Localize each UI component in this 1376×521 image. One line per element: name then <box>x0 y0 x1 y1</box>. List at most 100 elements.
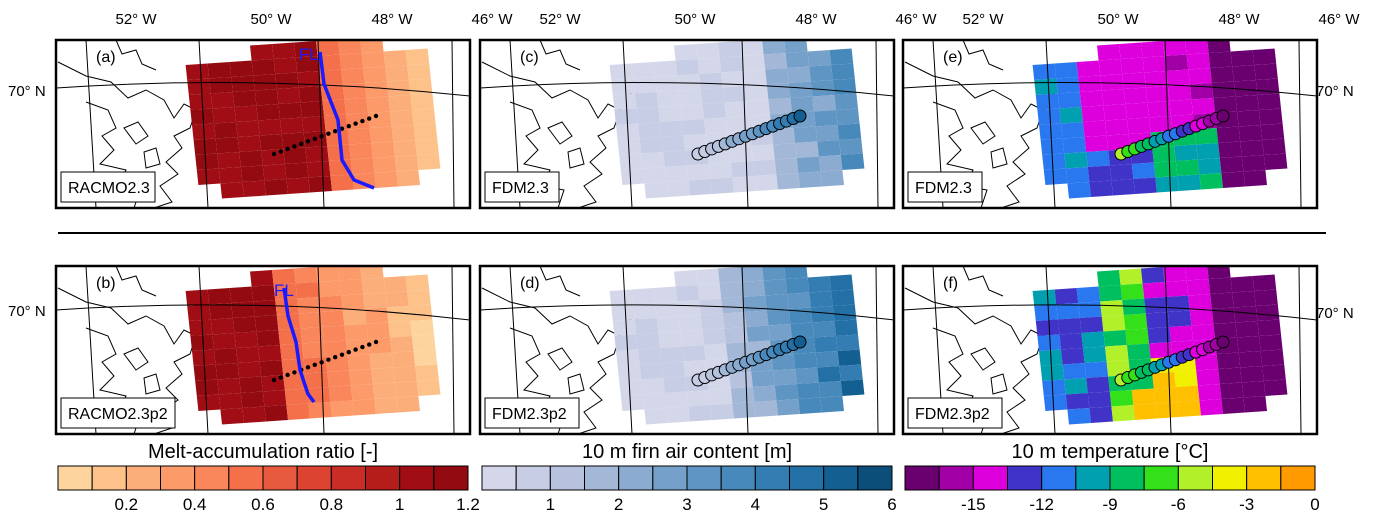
grid-cell <box>1054 62 1079 79</box>
grid-cell <box>688 405 712 422</box>
grid-cell <box>1155 402 1179 419</box>
meridian <box>451 266 455 434</box>
grid-cell <box>696 268 720 285</box>
grid-cell <box>338 40 362 55</box>
grid-cell <box>1263 379 1288 396</box>
grid-cell <box>765 294 789 311</box>
grid-cell <box>1086 376 1110 393</box>
grid-cell <box>188 93 213 110</box>
grid-cell <box>741 54 766 71</box>
grid-cell <box>1056 303 1080 320</box>
grid-cell <box>193 364 218 381</box>
grid-cell <box>407 289 431 306</box>
grid-cell <box>1208 277 1233 294</box>
grid-cell <box>1123 313 1148 330</box>
grid-cell <box>818 155 843 172</box>
grid-cell <box>360 40 384 53</box>
grid-cell <box>1243 396 1267 413</box>
grid-cell <box>661 361 686 378</box>
grid-cell <box>196 168 221 185</box>
model-label: FDM2.3p2 <box>492 406 567 423</box>
grid-cell <box>272 268 296 285</box>
grid-cell <box>658 331 682 348</box>
grid-cell <box>1185 40 1209 55</box>
grid-cell <box>298 312 323 329</box>
grid-cell <box>280 343 304 360</box>
transect-point <box>353 121 358 126</box>
grid-cell <box>1119 42 1143 59</box>
transect-point <box>353 347 358 352</box>
grid-cell <box>1153 387 1178 404</box>
grid-cell <box>642 393 667 410</box>
grid-cell <box>732 402 756 419</box>
colorbar-tick: -15 <box>961 495 986 514</box>
colorbar-swatch <box>789 465 825 491</box>
grid-cell <box>1211 307 1236 324</box>
grid-cell <box>188 319 213 336</box>
grid-cell <box>1210 66 1234 83</box>
grid-cell <box>1185 266 1209 281</box>
grid-cell <box>1147 327 1171 344</box>
grid-cell <box>617 138 642 155</box>
grid-cell <box>1100 300 1124 317</box>
grid-cell <box>696 42 720 59</box>
grid-cell <box>276 87 301 104</box>
grid-cell <box>798 171 822 188</box>
grid-cell <box>1065 167 1090 184</box>
transect-point <box>299 141 304 147</box>
map-panel-b: FL (b) RACMO2.3p2 <box>54 264 472 436</box>
grid-cell <box>655 301 679 318</box>
grid-cell <box>342 83 367 100</box>
grid-cell <box>234 105 258 122</box>
grid-cell <box>807 50 832 67</box>
meridian <box>1045 266 1056 434</box>
grid-cell <box>678 315 703 332</box>
grid-cell <box>666 180 690 197</box>
grid-cell <box>325 355 350 372</box>
colorbar-swatch <box>160 465 196 491</box>
grid-cell <box>297 71 321 88</box>
grid-cell <box>339 53 364 70</box>
grid-cell <box>231 75 255 92</box>
grid-cell <box>1189 83 1214 100</box>
grid-cell <box>242 406 266 423</box>
grid-cell <box>771 354 796 371</box>
grid-cell <box>1087 165 1112 182</box>
longitude-label: 48° W <box>1218 11 1260 28</box>
grid-cell <box>1109 164 1134 181</box>
grid-cell <box>1238 125 1263 142</box>
grid-cell <box>809 65 833 82</box>
grid-cell <box>1144 71 1168 88</box>
colorbar-swatch <box>57 465 93 491</box>
grid-cell <box>1216 352 1241 369</box>
grid-cell <box>1169 99 1193 116</box>
colorbar-swatch <box>1177 465 1214 491</box>
grid-cell <box>1213 96 1237 113</box>
grid-cell <box>360 266 384 279</box>
grid-cell <box>215 137 240 154</box>
grid-cell <box>702 328 726 345</box>
grid-cell <box>1037 108 1061 125</box>
grid-cell <box>829 48 854 65</box>
grid-cell <box>391 351 416 368</box>
longitude-label: 46° W <box>1318 11 1360 28</box>
grid-cell <box>341 68 365 85</box>
transect-point <box>1216 109 1230 123</box>
grid-cell <box>1174 144 1198 161</box>
grid-cell <box>1079 90 1104 107</box>
grid-cell <box>656 316 681 333</box>
grid-cell <box>385 65 409 82</box>
grid-cell <box>317 280 342 297</box>
colorbar-tick: -12 <box>1029 495 1054 514</box>
grid-cell <box>1061 348 1085 365</box>
grid-cell <box>1199 399 1223 416</box>
grid-cell <box>1084 361 1109 378</box>
grid-cell <box>1155 176 1179 193</box>
model-label: RACMO2.3 <box>68 180 150 197</box>
grid-cell <box>700 313 725 330</box>
grid-cell <box>638 348 662 365</box>
grid-cell <box>1101 89 1126 106</box>
grid-cell <box>638 122 662 139</box>
grid-cell <box>1240 140 1264 157</box>
grid-cell <box>768 324 792 341</box>
